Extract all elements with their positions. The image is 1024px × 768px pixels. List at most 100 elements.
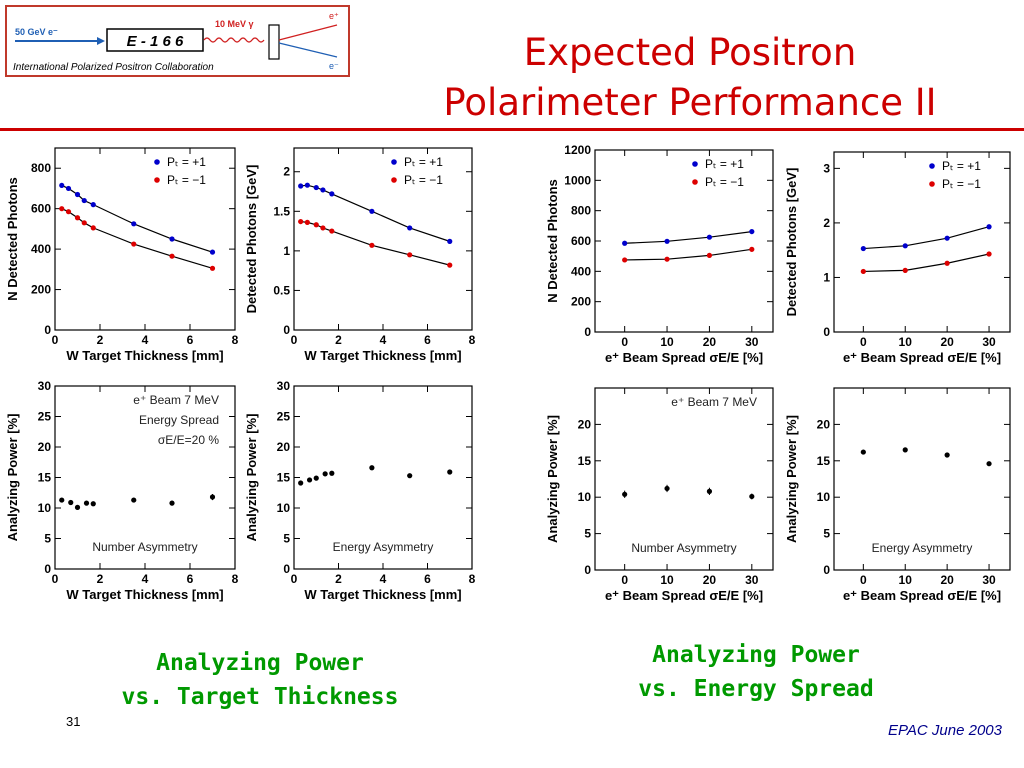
plot-frame [594,387,774,571]
x-tick-label: 2 [97,333,104,347]
x-axis-label: W Target Thickness [mm] [66,348,223,363]
data-point [313,184,319,191]
y-tick-label: 0 [823,325,830,339]
plot-frame [594,149,774,333]
x-tick-label: 20 [703,573,717,587]
y-tick-label: 1000 [564,173,591,187]
chart-p1: 0 2 4 6 8 0 200 400 600 800 W Target Thickness [mm… [5,147,239,363]
title-divider [0,128,1024,131]
data-point [74,215,81,221]
y-tick-label: 400 [31,242,51,256]
data-point [664,256,670,262]
logo-eminus-label: e⁻ [329,61,339,71]
data-point [313,475,319,481]
y-tick-label: 0 [44,323,51,337]
conference-reference: EPAC June 2003 [888,722,1002,739]
logo-beam-label: 50 GeV e⁻ [15,27,58,37]
data-point [169,253,175,259]
y-tick-label: 0 [823,563,830,577]
x-tick-label: 20 [703,335,717,349]
logo-experiment-label: E - 1 6 6 [127,33,184,50]
x-tick-label: 0 [621,335,628,349]
legend-label: Pₜ = −1 [404,173,443,187]
y-tick-label: 15 [277,471,291,485]
x-tick-label: 0 [52,572,59,586]
y-tick-label: 0 [584,325,591,339]
plot-footnote: Number Asymmetry [631,541,736,555]
plot-annotation: e⁺ Beam 7 MeV [133,393,219,407]
data-point [986,251,992,257]
data-point [90,225,96,231]
x-tick-label: 10 [660,573,674,587]
data-point [664,238,670,244]
y-tick-label: 0 [44,562,51,576]
data-point [447,238,453,244]
legend-label: Pₜ = +1 [942,159,981,173]
caption-left-line-1: Analyzing Power [156,650,364,676]
x-tick-label: 20 [940,573,954,587]
x-tick-label: 0 [291,572,298,586]
data-point [131,497,137,503]
x-tick-label: 2 [335,572,342,586]
x-tick-label: 8 [232,572,239,586]
y-tick-label: 20 [817,417,831,431]
caption-left: Analyzing Power vs. Target Thickness [100,646,420,714]
y-tick-label: 600 [31,202,51,216]
data-point [59,206,65,212]
x-tick-label: 0 [621,573,628,587]
slide-number: 31 [66,714,81,729]
legend-label: Pₜ = −1 [705,175,744,189]
caption-right: Analyzing Power vs. Energy Spread [596,638,916,706]
y-tick-label: 20 [277,440,291,454]
data-point [298,183,304,189]
logo-collaboration-text: International Polarized Positron Collabo… [13,62,214,73]
legend-marker [929,163,935,169]
data-point [81,197,87,204]
legend-marker [391,159,397,165]
x-tick-label: 8 [232,333,239,347]
y-tick-label: 0 [584,563,591,577]
data-point [90,202,96,208]
data-point [860,449,866,455]
series-curve [61,184,213,253]
y-axis-label: Detected Photons [GeV] [784,168,799,317]
data-point [298,480,304,486]
legend-marker [692,161,698,167]
y-axis-label: Analyzing Power [%] [784,415,799,543]
x-tick-label: 8 [469,333,476,347]
data-point [902,267,908,273]
data-point [83,500,90,506]
y-tick-label: 0.5 [273,283,290,297]
logo-gamma-label: 10 MeV γ [215,19,254,29]
series-curve [863,226,990,250]
data-point [306,477,313,483]
data-point [59,497,65,503]
data-point [329,470,335,476]
series-curve [624,248,752,261]
data-point [131,241,137,247]
data-point [706,252,713,259]
legend-marker [692,179,698,185]
x-tick-label: 4 [380,572,387,586]
x-axis-label: W Target Thickness [mm] [304,348,461,363]
x-tick-label: 8 [469,572,476,586]
data-point [90,501,96,507]
data-point [706,488,713,494]
legend-marker [154,177,160,183]
caption-right-line-2: vs. Energy Spread [638,676,874,702]
y-tick-label: 20 [38,440,52,454]
data-point [860,245,866,252]
data-point [322,471,328,477]
x-tick-label: 2 [335,333,342,347]
x-tick-label: 30 [982,573,996,587]
data-point [407,473,413,479]
data-point [329,228,335,234]
y-tick-label: 15 [817,454,831,468]
data-point [749,246,755,252]
y-tick-label: 1200 [564,143,591,157]
data-point [74,191,81,198]
data-point [74,504,81,510]
data-point [369,242,375,248]
